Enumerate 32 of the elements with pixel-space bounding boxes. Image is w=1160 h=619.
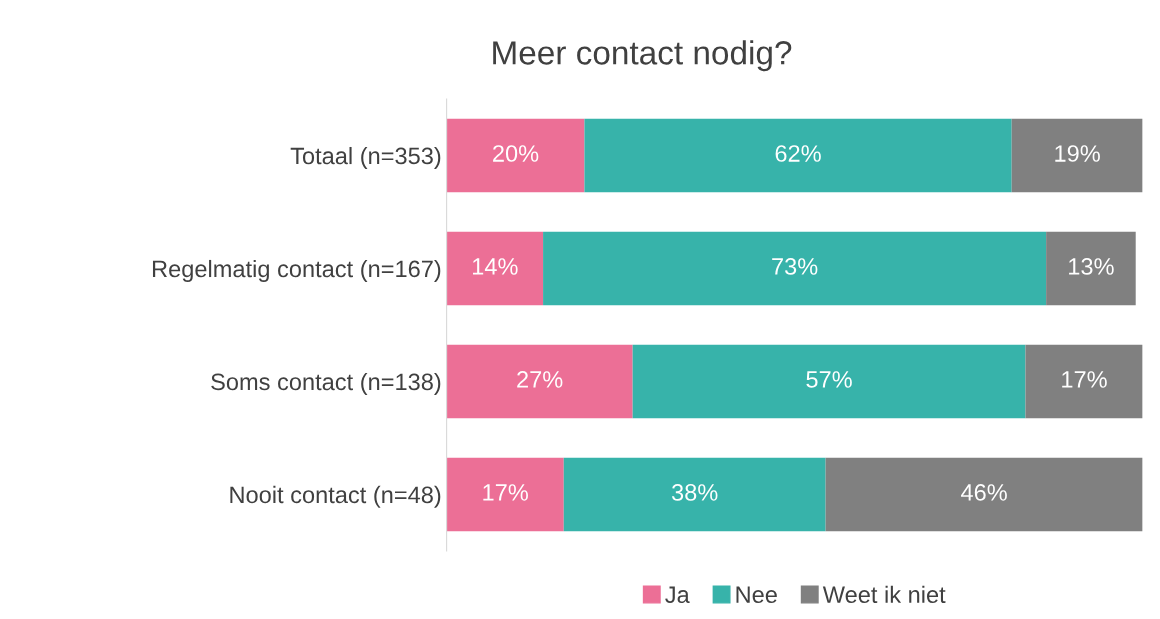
data-label: 46%: [961, 484, 1007, 501]
data-label: 20%: [493, 145, 539, 162]
bar: [543, 231, 1047, 306]
data-label: 57%: [806, 371, 852, 388]
y-tick-label: Regelmatig contact (n=167): [152, 259, 441, 282]
bar: [563, 457, 826, 532]
data-label: 17%: [483, 484, 528, 501]
bar: [632, 344, 1026, 419]
data-label: 13%: [1069, 258, 1114, 275]
chart-title: Meer contact nodig?: [493, 40, 792, 72]
bar: [446, 118, 585, 193]
data-label: 27%: [517, 371, 563, 388]
data-label: 73%: [772, 258, 818, 275]
legend-label: Weet ik niet: [822, 585, 946, 604]
bar: [1025, 344, 1143, 419]
data-label: 19%: [1055, 145, 1100, 162]
data-label: 14%: [473, 258, 518, 275]
legend-label: Ja: [665, 586, 690, 604]
y-tick-label: Nooit contact (n=48): [230, 485, 441, 508]
bar: [446, 457, 564, 532]
data-label: 17%: [1062, 371, 1107, 388]
data-label: 38%: [671, 484, 718, 501]
y-tick-label: Totaal (n=353): [290, 146, 441, 169]
bar: [1011, 118, 1143, 193]
bar: [446, 231, 544, 306]
y-tick-label: Soms contact (n=138): [211, 372, 441, 395]
bar: [825, 457, 1143, 532]
bar: [1046, 231, 1136, 306]
bar: [584, 118, 1012, 193]
legend-label: Nee: [736, 586, 777, 604]
bar: [446, 344, 633, 419]
data-label: 62%: [775, 145, 821, 162]
